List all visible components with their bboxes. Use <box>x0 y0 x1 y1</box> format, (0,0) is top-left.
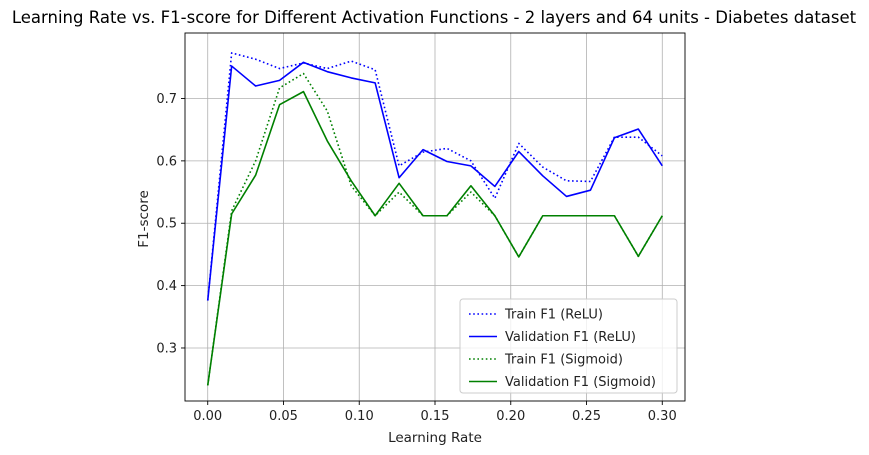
y-tick-label: 0.4 <box>156 279 177 294</box>
series-line-4 <box>206 90 663 386</box>
chart-title: Learning Rate vs. F1-score for Different… <box>12 8 857 27</box>
legend-label-1: Train F1 (ReLU) <box>504 308 603 323</box>
x-axis-label: Learning Rate <box>388 430 482 446</box>
series-line-2 <box>206 61 663 301</box>
legend-box <box>459 298 678 394</box>
x-tick-label: 0.00 <box>193 409 222 424</box>
x-tick-label: 0.10 <box>345 409 374 424</box>
x-tick-label: 0.25 <box>572 409 601 424</box>
y-tick-label: 0.3 <box>156 341 177 356</box>
plot-area: 0.00 0.05 0.10 0.15 0.20 0.25 0.30 0.3 0.4 0.5 0.6… <box>156 32 686 424</box>
y-tick-label: 0.6 <box>156 154 177 169</box>
legend-label-2: Validation F1 (ReLU) <box>505 330 636 345</box>
y-tick-label: 0.7 <box>156 92 177 107</box>
series-line-1 <box>206 52 663 301</box>
legend-label-3: Train F1 (Sigmoid) <box>504 353 623 368</box>
y-tick-label: 0.5 <box>156 217 177 232</box>
x-tick-label: 0.15 <box>421 409 450 424</box>
x-tick-label: 0.20 <box>496 409 525 424</box>
legend-label-4: Validation F1 (Sigmoid) <box>505 375 656 390</box>
x-tick-label: 0.30 <box>648 409 677 424</box>
x-tick-label: 0.05 <box>269 409 298 424</box>
y-axis-label: F1-score <box>136 190 152 248</box>
